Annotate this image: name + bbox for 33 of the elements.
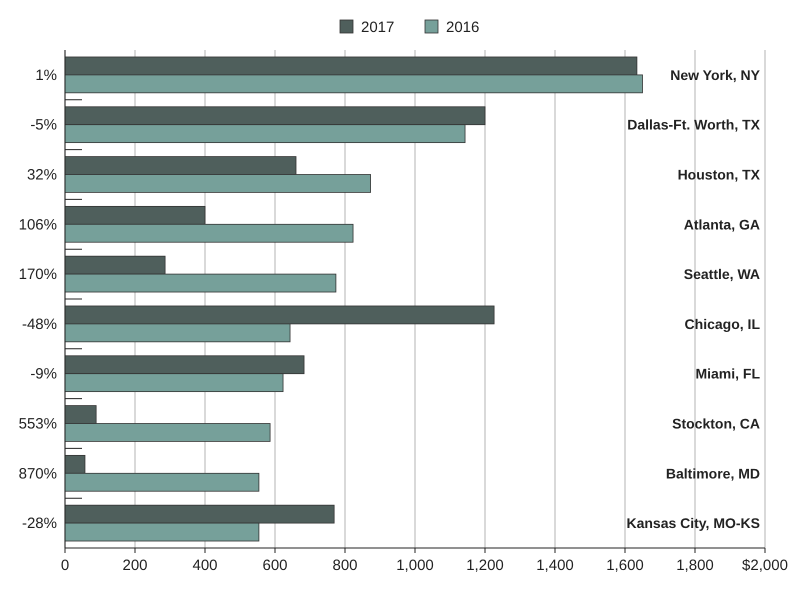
text: 553% [18, 416, 57, 432]
y-tick-label: Chicago, IL [684, 316, 760, 332]
y-tick-label: Kansas City, MO-KS [626, 515, 760, 532]
x-tick-label: 1,400 [536, 557, 574, 574]
text: 170% [18, 266, 57, 284]
legend-label: 2016 [446, 19, 480, 36]
x-tick-label: 200 [122, 557, 148, 574]
text: 870% [18, 465, 57, 482]
x-tick-label: 1,000 [396, 557, 434, 574]
y-tick-label: Miami, FL [695, 366, 760, 382]
y-tick-label: Dallas-Ft. Worth, TX [627, 116, 761, 133]
x-tick-label: 1,200 [466, 557, 504, 574]
text: -5% [30, 116, 57, 134]
x-tick-label: 800 [332, 557, 358, 574]
text: 1% [35, 66, 57, 84]
y-tick-label: Seattle, WA [684, 266, 760, 282]
x-tick-label: 1,800 [676, 557, 714, 574]
y-tick-label: Atlanta, GA [684, 216, 760, 232]
text: -48% [22, 316, 57, 333]
x-tick-label: 1,600 [606, 557, 644, 574]
y-tick-label: Baltimore, MD [666, 465, 760, 482]
x-tick-label: 0 [60, 557, 70, 574]
legend-label: 2017 [361, 19, 394, 36]
y-tick-label: New York, NY [670, 66, 761, 83]
x-tick-label: $2,000 [742, 557, 788, 574]
y-tick-label: Houston, TX [678, 166, 761, 182]
y-tick-label: Stockton, CA [672, 416, 760, 432]
text: 32% [26, 166, 57, 184]
text: -9% [30, 366, 57, 383]
text: 106% [18, 216, 57, 234]
text: -28% [22, 515, 57, 532]
x-tick-label: 400 [192, 557, 218, 574]
x-tick-label: 600 [262, 557, 288, 574]
